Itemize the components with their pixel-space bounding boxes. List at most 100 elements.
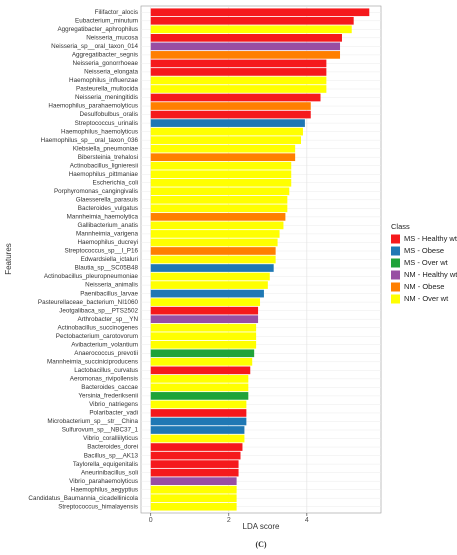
bar [150, 306, 259, 315]
bar [150, 451, 241, 460]
bar [150, 247, 276, 255]
x-axis-title: LDA score [243, 522, 280, 531]
bar [150, 25, 352, 34]
bar [150, 349, 255, 358]
y-tick-label: Neisseria_mucosa [86, 35, 138, 42]
bar [150, 340, 257, 349]
x-tick-label: 0 [149, 517, 153, 524]
legend-label: MS - Obese [404, 246, 444, 255]
bar [150, 76, 327, 85]
y-tick-label: Candidatus_Baumannia_cicadellinicola [28, 495, 138, 502]
bar [150, 417, 247, 426]
y-axis-title: Features [4, 243, 13, 275]
y-tick-label: Pasteurella_multocida [76, 86, 138, 93]
legend-key [391, 294, 400, 304]
bar [150, 400, 247, 409]
legend-title: Class [391, 222, 410, 231]
bar [150, 161, 292, 170]
y-tick-label: Haemophilus_influenzae [69, 77, 138, 84]
bar [150, 34, 342, 42]
legend-key [391, 258, 400, 268]
y-tick-label: Neisseria_gonorrhoeae [73, 60, 139, 67]
bar [150, 51, 341, 59]
y-tick-label: Aneurinibacillus_soli [81, 469, 138, 476]
y-tick-label: Microbacterium_sp__str__China [47, 418, 138, 425]
bar [150, 426, 245, 434]
y-tick-label: Mannheimia_succiniciproducens [47, 358, 138, 365]
y-tick-label: Bibersteinia_trehalosi [78, 154, 138, 161]
y-tick-label: Bacteroides_vulgatus [78, 205, 138, 212]
y-tick-label: Glaesserella_parasuis [76, 196, 138, 203]
bar [150, 59, 327, 68]
y-tick-label: Vibrio_natriegens [89, 401, 138, 408]
bar [150, 255, 276, 264]
bar [150, 119, 305, 127]
bar [150, 409, 247, 417]
y-tick-label: Haemophilus_pittmaniae [69, 171, 139, 178]
y-tick-label: Haemophilus_parahaemolyticus [48, 103, 138, 110]
legend-key [391, 282, 400, 292]
bar [150, 153, 296, 162]
legend-key [391, 234, 400, 244]
y-tick-label: Actinobacillus_succinogenes [57, 324, 138, 331]
bar [150, 434, 245, 443]
legend-label: NM - Healthy wt [404, 270, 457, 279]
y-tick-label: Yersinia_frederiksenii [78, 393, 138, 400]
y-tick-label: Streptococcus_urinalis [75, 120, 138, 127]
legend-label: MS - Over wt [404, 258, 449, 267]
y-tick-label: Lactobacillus_curvatus [74, 367, 138, 374]
legend-label: MS - Healthy wt [404, 234, 457, 243]
bar [150, 221, 284, 230]
y-tick-label: Haemophilus_haemolyticus [61, 128, 138, 135]
y-tick-label: Bacteroides_caccae [81, 384, 138, 391]
y-tick-label: Pasteurellaceae_bacterium_NI1060 [38, 299, 139, 306]
y-tick-label: Pectobacterium_carotovorum [56, 333, 138, 340]
y-tick-label: Aggregatibacter_segnis [72, 52, 138, 59]
y-tick-label: Bacteroides_dorei [87, 444, 138, 451]
bar [150, 127, 303, 136]
bar [150, 494, 237, 503]
bar [150, 357, 253, 366]
bar [150, 375, 249, 383]
y-tick-label: Paenibacillus_larvae [80, 290, 138, 297]
bar [150, 213, 286, 221]
y-tick-label: Aggregatibacter_aphrophilus [57, 26, 138, 33]
y-tick-label: Streptococcus_himalayensis [58, 503, 138, 510]
bar [150, 195, 288, 204]
y-tick-label: Aeromonas_rivipollensis [70, 376, 138, 383]
y-tick-label: Polaribacter_vadi [89, 410, 138, 417]
bar [150, 272, 270, 281]
bar [150, 477, 237, 485]
bar [150, 264, 274, 272]
y-tick-label: Arthrobacter_sp__YN [77, 316, 138, 323]
bar [150, 443, 243, 451]
y-tick-label: Jeotgalibaca_sp__PTS2502 [59, 307, 138, 314]
y-tick-label: Actinobacillus_lignieresii [70, 162, 138, 169]
legend-key [391, 270, 400, 280]
y-tick-label: Filifactor_alocis [95, 9, 138, 16]
y-tick-label: Vibrio_parahaemolyticus [69, 478, 138, 485]
bar [150, 110, 311, 119]
bar [150, 392, 249, 400]
y-tick-label: Haemophilus_sp__oral_taxon_036 [41, 137, 139, 144]
bar [150, 178, 292, 187]
y-tick-label: Bacillus_sp__AK13 [84, 452, 139, 459]
bar [150, 366, 251, 375]
bar [150, 93, 321, 102]
bar [150, 16, 354, 25]
bar [150, 8, 370, 17]
bar [150, 170, 292, 179]
legend-label: NM - Obese [404, 282, 444, 291]
bar [150, 460, 239, 468]
legend-key [391, 246, 400, 256]
y-tick-label: Gallibacterium_anatis [77, 222, 138, 229]
y-tick-label: Desulfobulbus_oralis [80, 111, 138, 118]
y-tick-label: Eubacterium_minutum [75, 17, 138, 24]
bar [150, 332, 257, 341]
y-tick-label: Neisseria_sp__oral_taxon_014 [51, 43, 138, 50]
bar [150, 289, 264, 298]
y-tick-label: Neisseria_elongata [84, 69, 138, 76]
bar [150, 68, 327, 76]
legend-label: NM - Over wt [404, 294, 449, 303]
